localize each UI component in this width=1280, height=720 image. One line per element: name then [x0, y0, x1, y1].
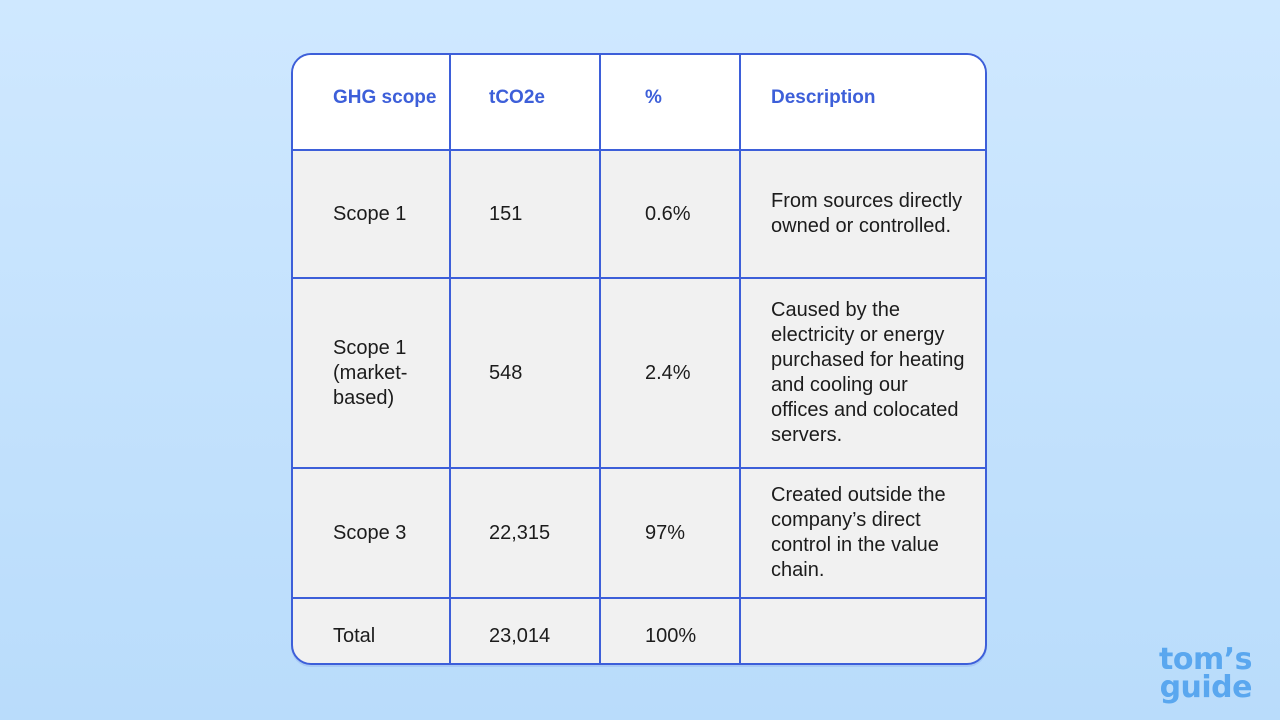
- table-row-total: Total 23,014 100%: [293, 597, 985, 663]
- cell-percent: 97%: [599, 467, 741, 599]
- cell-tco2e: 22,315: [449, 467, 601, 599]
- cell-tco2e: 151: [449, 149, 601, 279]
- table-header-row: GHG scope tCO2e % Description: [293, 55, 985, 151]
- table-row: Scope 3 22,315 97% Created outside the c…: [293, 467, 985, 599]
- cell-scope: Scope 1 (market-based): [293, 277, 451, 469]
- cell-description: Caused by the electricity or energy purc…: [739, 277, 985, 469]
- cell-description: [739, 597, 985, 663]
- cell-scope: Scope 1: [293, 149, 451, 279]
- cell-percent: 2.4%: [599, 277, 741, 469]
- cell-description: Created outside the company’s direct con…: [739, 467, 985, 599]
- cell-percent: 0.6%: [599, 149, 741, 279]
- header-description: Description: [739, 55, 985, 151]
- toms-guide-logo: tom’s guide: [1159, 642, 1253, 705]
- cell-description: From sources directly owned or controlle…: [739, 149, 985, 279]
- table-row: Scope 1 (market-based) 548 2.4% Caused b…: [293, 277, 985, 469]
- table-row: Scope 1 151 0.6% From sources directly o…: [293, 149, 985, 279]
- cell-percent: 100%: [599, 597, 741, 663]
- cell-tco2e: 23,014: [449, 597, 601, 663]
- header-tco2e: tCO2e: [449, 55, 601, 151]
- emissions-table-card: GHG scope tCO2e % Description Scope 1 15…: [291, 53, 987, 665]
- header-percent: %: [599, 55, 741, 151]
- logo-line-2: guide: [1159, 670, 1253, 705]
- cell-scope: Total: [293, 597, 451, 663]
- cell-scope: Scope 3: [293, 467, 451, 599]
- cell-tco2e: 548: [449, 277, 601, 469]
- emissions-table: GHG scope tCO2e % Description Scope 1 15…: [293, 55, 985, 663]
- header-ghg-scope: GHG scope: [293, 55, 451, 151]
- logo-line-1: tom’s: [1159, 642, 1252, 677]
